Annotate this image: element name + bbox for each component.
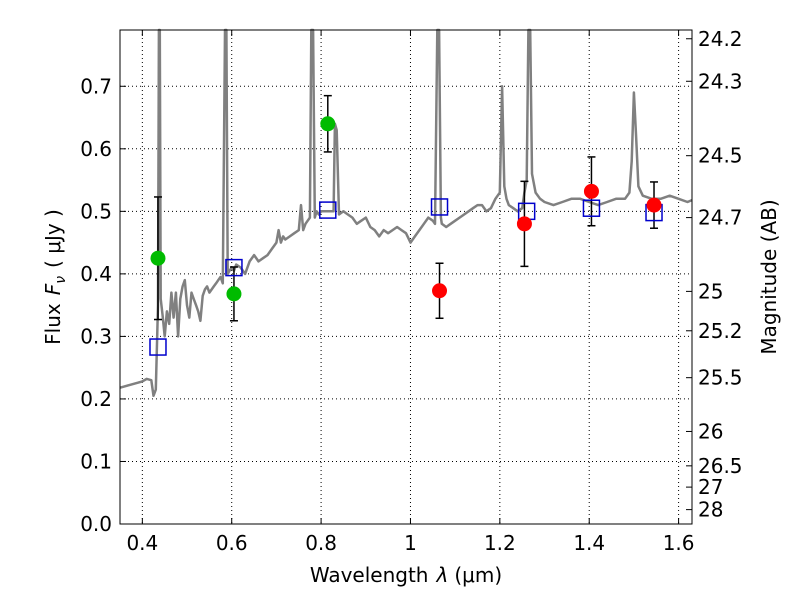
y2-tick-label: 28 [698, 498, 723, 522]
green-point [150, 250, 166, 266]
x-tick-label: 0.6 [216, 531, 248, 555]
model-square [149, 338, 167, 356]
x-tick-label: 1.4 [573, 531, 605, 555]
red-point [432, 283, 448, 299]
y-tick-label: 0.1 [80, 449, 112, 473]
model-square [225, 258, 243, 277]
model-square [582, 199, 601, 217]
model-square [319, 201, 337, 219]
red-point [583, 183, 599, 199]
y2-tick-label: 26 [698, 419, 723, 443]
y2-tick-label: 25.5 [698, 366, 743, 390]
y2-tick-label: 24.3 [698, 69, 743, 93]
red-point [516, 216, 532, 232]
y2-tick-label: 27 [698, 475, 723, 499]
y-ticks: 0.0 0.1 0.2 0.3 0.4 0.5 0.6 0.7 [80, 74, 126, 536]
y-tick-label: 0.4 [80, 262, 112, 286]
y-axis-title: FluxFν( μJy ) [41, 209, 69, 345]
y2-axis-title: Magnitude (AB) [757, 199, 781, 354]
x-tick-label: 1 [404, 531, 417, 555]
x-tick-label: 0.8 [305, 531, 337, 555]
y2-tick-label: 24.7 [698, 206, 743, 230]
red-point [646, 197, 662, 213]
y2-tick-label: 25 [698, 279, 723, 303]
x-tick-label: 1.2 [484, 531, 516, 555]
y2-tick-label: 24.5 [698, 144, 743, 168]
y-tick-label: 0.7 [80, 74, 112, 98]
y-tick-label: 0.6 [80, 137, 112, 161]
y2-tick-label: 26.5 [698, 454, 743, 478]
y-tick-label: 0.5 [80, 199, 112, 223]
x-tick-label: 0.4 [126, 531, 158, 555]
x-ticks: 0.4 0.6 0.8 1 1.2 1.4 1.6 [126, 30, 695, 555]
plot-frame [119, 29, 693, 525]
model-square [430, 198, 449, 216]
green-point [226, 286, 242, 302]
y2-tick-label: 25.2 [698, 319, 743, 343]
x-axis-title: Wavelength λ (μm) [310, 563, 502, 587]
y-tick-label: 0.3 [80, 324, 112, 348]
green-point [320, 116, 336, 132]
x-tick-label: 1.6 [663, 531, 695, 555]
data-points [150, 116, 662, 302]
y2-tick-label: 24.2 [698, 27, 743, 51]
y-tick-label: 0.2 [80, 387, 112, 411]
y-tick-label: 0.0 [80, 512, 112, 536]
